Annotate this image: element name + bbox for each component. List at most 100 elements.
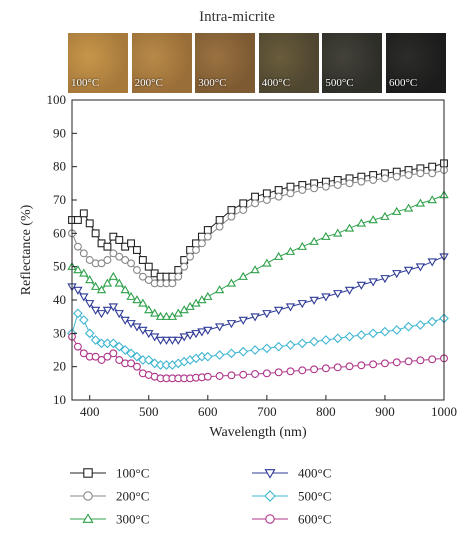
data-point [138,272,147,281]
data-point [144,262,153,271]
data-point [309,336,319,347]
legend-item-300c: 300°C [70,512,149,527]
data-point [83,468,93,478]
data-point [108,338,119,349]
data-point [227,212,236,221]
data-point [85,275,95,284]
data-point [85,219,94,228]
legend-label: 400°C [298,466,331,481]
data-point [251,370,259,378]
series-400c [67,253,449,345]
data-point [79,249,88,258]
swatch-500c: 500°C [322,33,383,93]
data-point [203,226,212,234]
data-point [368,215,378,224]
data-point [120,345,131,355]
data-point [167,336,178,345]
data-point [310,184,319,193]
data-point [120,285,130,294]
data-point [174,272,183,281]
data-point [286,367,295,376]
data-point [403,266,414,275]
data-point [191,330,201,339]
data-point [239,206,248,214]
legend-label: 100°C [116,466,149,481]
legend-item-100c: 100°C [70,466,149,481]
data-point [428,355,437,364]
data-point [262,189,271,198]
data-point [356,218,367,227]
data-point [79,209,88,218]
data-point [79,268,89,277]
y-tick-label: 90 [53,125,66,140]
series-300c [67,190,449,320]
data-point [392,270,402,279]
data-point [180,262,189,271]
y-tick-label: 100 [47,92,67,107]
data-point [344,223,355,232]
data-point [309,236,319,245]
data-point [84,328,95,339]
data-point [250,265,260,274]
data-point [132,295,142,304]
data-point [115,356,124,364]
data-point [109,349,118,358]
data-point [238,346,249,357]
data-point [91,229,100,238]
swatch-label: 100°C [71,77,100,89]
swatch-200c: 200°C [131,33,192,93]
series-100c [68,159,448,281]
data-point [428,162,437,171]
x-axis: 400 500 600 700 800 900 1000 [80,395,457,419]
data-point [273,341,284,352]
data-point [161,336,172,345]
x-tick-label: 400 [80,404,100,419]
data-point [102,306,113,315]
data-point [115,252,124,261]
data-point [203,372,212,381]
legend-label: 500°C [298,489,331,504]
data-point [96,285,107,294]
data-point [333,181,342,189]
data-point [392,172,401,181]
data-point [127,359,135,368]
data-point [368,278,378,287]
data-point [428,169,437,178]
legend: 100°C 200°C 300°C 400°C 500°C 600°C [70,466,331,527]
data-point [273,306,284,315]
data-point [262,196,271,204]
figure-title: Intra-micrite [199,9,275,25]
data-point [344,286,355,295]
data-point [127,259,135,268]
data-point [380,326,390,337]
y-axis: 10 20 30 40 50 60 70 80 90 100 [47,92,77,407]
plot-series [67,159,449,383]
data-point [215,216,224,224]
legend-label: 300°C [116,512,149,527]
data-point [265,514,275,524]
data-point [345,179,354,188]
swatch-300c: 300°C [195,33,256,93]
swatch-label: 200°C [134,77,163,89]
data-point [274,368,283,377]
data-point [274,192,283,201]
swatch-600c: 600°C [386,33,446,93]
swatch-100c: 100°C [68,33,128,93]
data-point [133,266,141,274]
data-point [309,296,319,305]
data-point [97,259,106,268]
data-point [214,323,225,332]
data-point [73,242,82,251]
series-600c [68,332,448,383]
data-point [333,290,343,299]
data-point [102,278,113,287]
data-point [203,291,213,300]
data-point [73,308,83,319]
data-point [115,236,124,244]
data-point [226,278,237,287]
data-point [82,513,94,523]
data-point [369,360,378,369]
data-point [427,258,437,267]
data-point [132,351,142,362]
data-point [138,256,147,264]
